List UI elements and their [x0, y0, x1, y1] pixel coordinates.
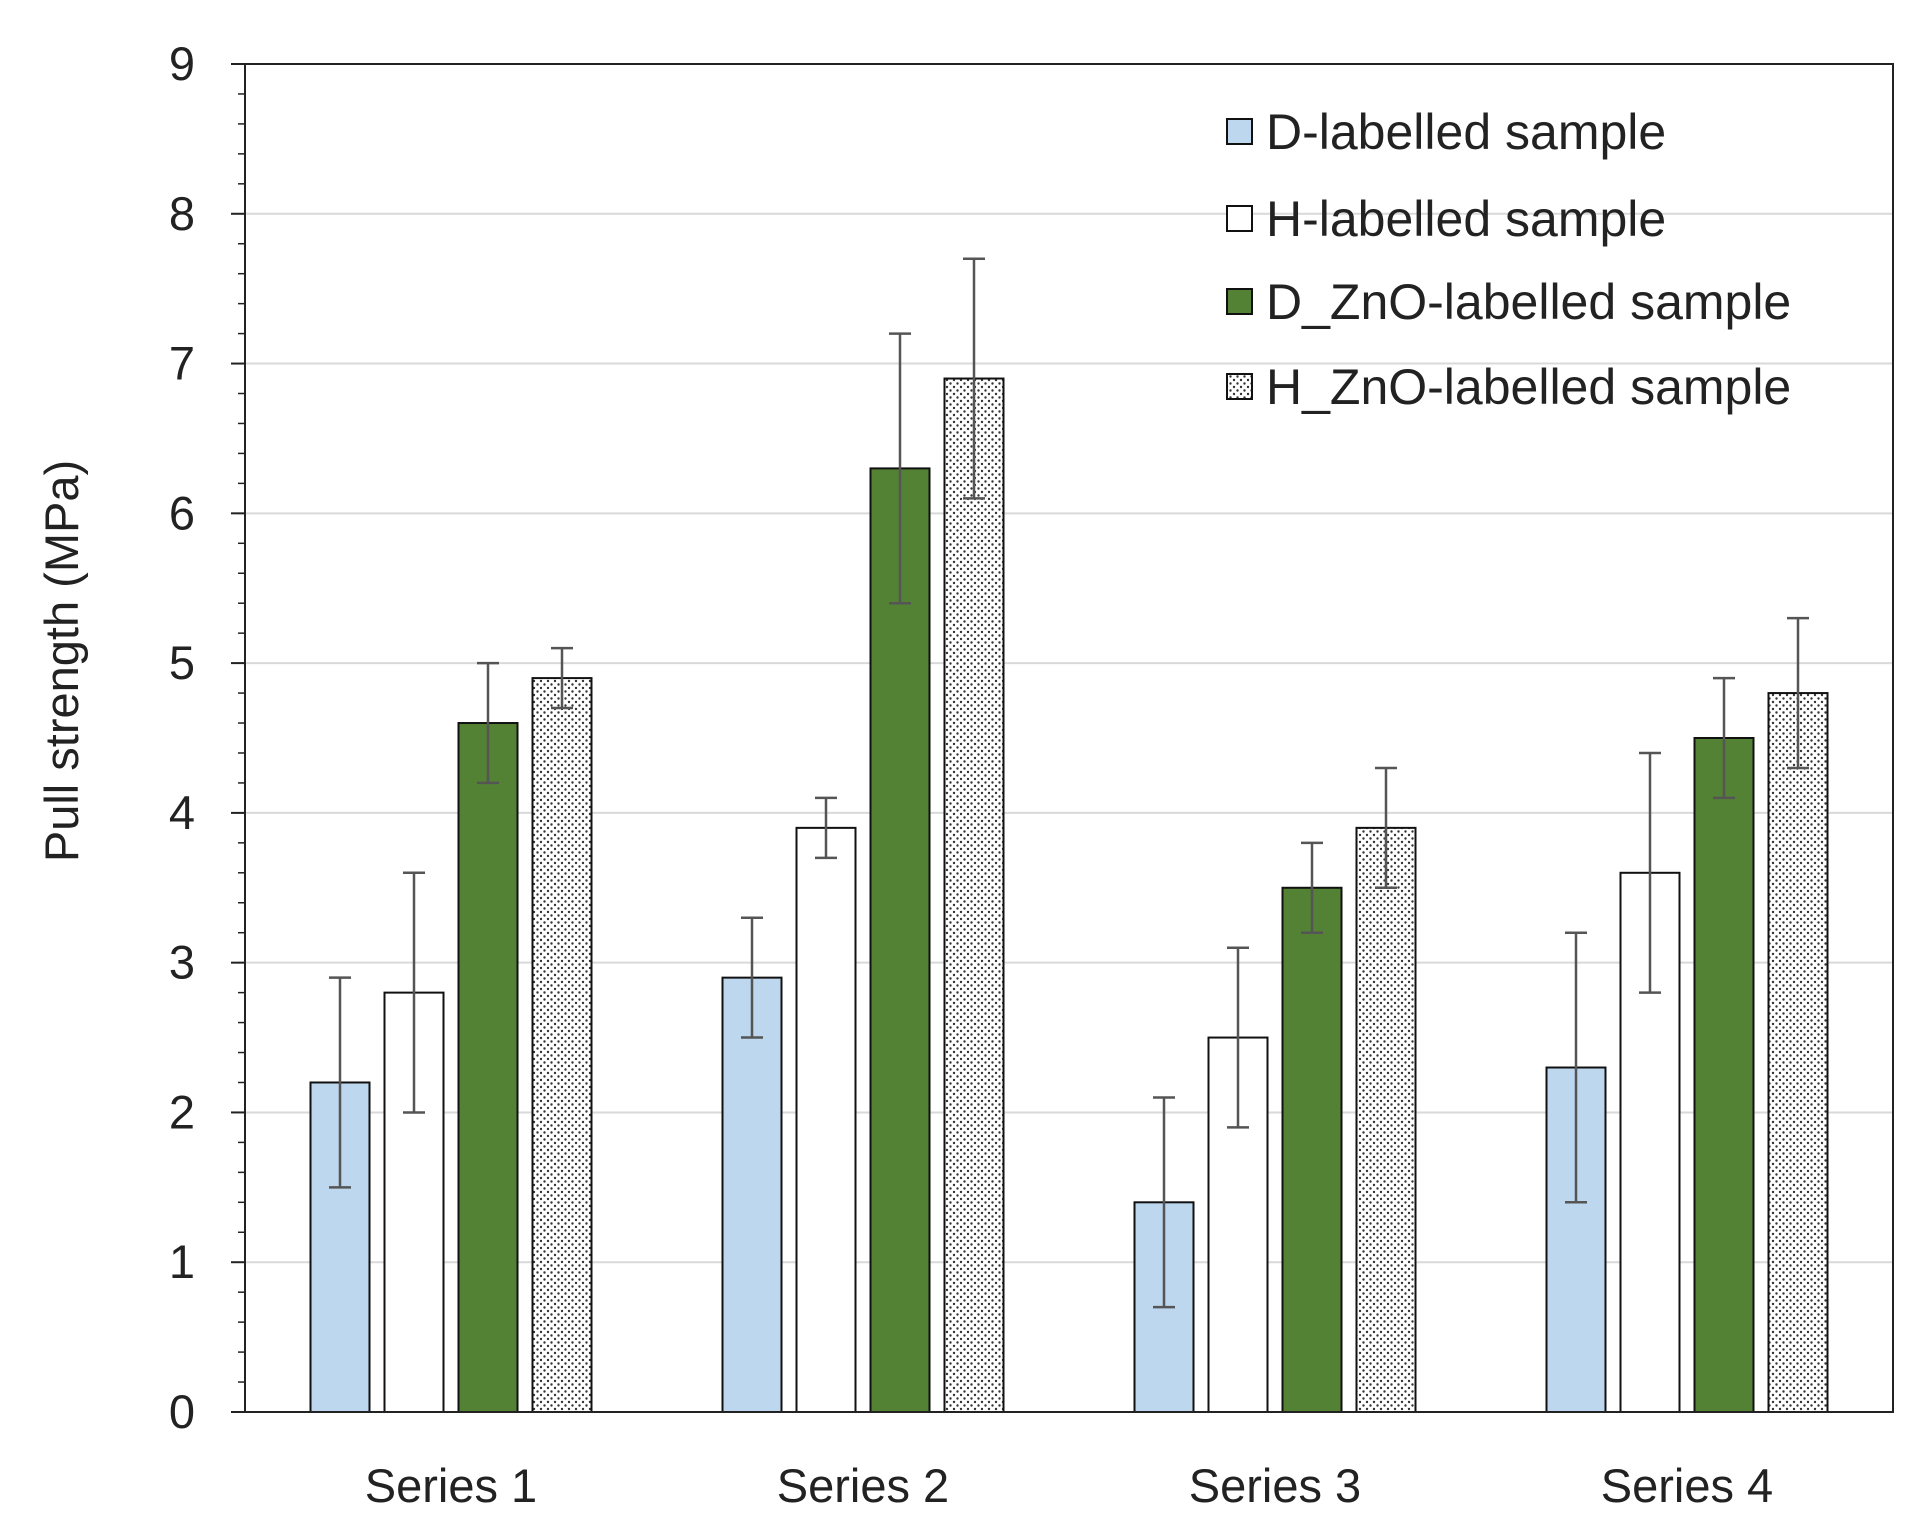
legend-swatch [1226, 118, 1253, 145]
x-tick-label: Series 4 [1601, 1459, 1773, 1512]
x-tick-label: Series 1 [365, 1459, 537, 1512]
x-tick-label: Series 2 [777, 1459, 949, 1512]
bar [1767, 692, 1829, 1413]
bars [309, 257, 1829, 1414]
y-tick-label: 4 [169, 786, 195, 839]
legend-label: H-labelled sample [1266, 191, 1666, 247]
bar [795, 826, 857, 1413]
bar [1281, 886, 1343, 1413]
legend-swatch [1226, 205, 1253, 232]
y-tick-label: 6 [169, 486, 195, 539]
gridlines [245, 212, 1893, 1264]
legend-swatch [1226, 288, 1253, 315]
x-tick-label: Series 3 [1189, 1459, 1361, 1512]
bar [1693, 737, 1755, 1413]
bar [943, 377, 1005, 1413]
legend-label: D_ZnO-labelled sample [1266, 274, 1791, 330]
bar [1355, 826, 1417, 1413]
y-tick-label: 9 [169, 37, 195, 90]
bar [457, 722, 519, 1413]
y-tick-label: 7 [169, 337, 195, 390]
y-tick-label: 5 [169, 636, 195, 689]
y-tick-label: 8 [169, 187, 195, 240]
legend-label: H_ZnO-labelled sample [1266, 359, 1791, 415]
bar [531, 677, 593, 1413]
y-axis-label: Pull strength (MPa) [35, 460, 88, 862]
legend: D-labelled sample H-labelled sample D_ZnO-… [1226, 104, 1791, 415]
y-tick-label: 2 [169, 1085, 195, 1138]
plot-frame [244, 63, 1894, 1413]
y-tick-label: 1 [169, 1235, 195, 1288]
bar [869, 467, 931, 1413]
y-tick-label: 0 [169, 1385, 195, 1438]
axes [231, 63, 1894, 1413]
y-tick-label: 3 [169, 936, 195, 989]
bar [721, 976, 783, 1414]
tick-labels: 0 1 2 3 4 5 6 7 8 9 Series 1 Series 2 Series 3 Series… [169, 37, 1773, 1512]
legend-label: D-labelled sample [1266, 104, 1666, 160]
legend-swatch [1226, 373, 1253, 400]
